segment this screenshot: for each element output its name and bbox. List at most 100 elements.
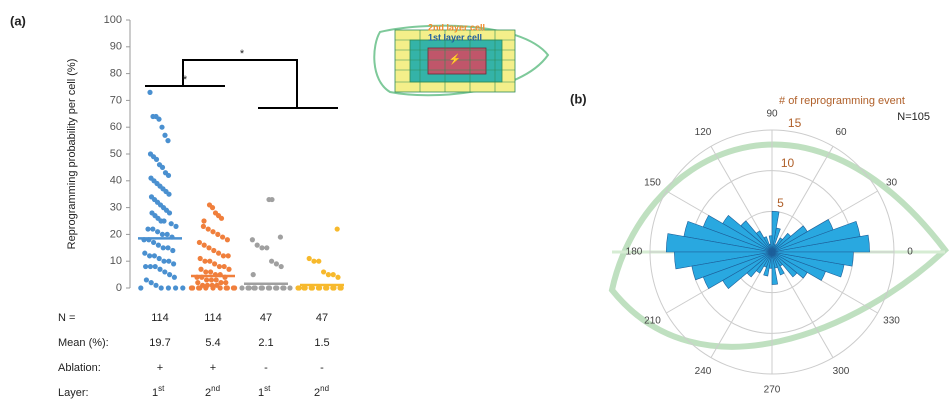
data-point [165, 138, 170, 143]
data-point [180, 285, 185, 290]
angle-label: 90 [766, 109, 778, 120]
data-point [153, 283, 158, 288]
y-tick-label: 60 [110, 121, 122, 133]
data-point [171, 261, 176, 266]
table-cell: - [264, 362, 268, 374]
data-point [218, 285, 223, 290]
table-cell: 47 [316, 312, 328, 324]
data-point [138, 285, 143, 290]
angle-label: 0 [907, 247, 913, 258]
data-point [203, 269, 208, 274]
data-point [331, 272, 336, 277]
data-point [169, 221, 174, 226]
table-cell: 114 [151, 312, 169, 324]
data-point [156, 117, 161, 122]
table-cell: 47 [260, 312, 272, 324]
data-point [307, 256, 312, 261]
table-cell: 1st [258, 384, 271, 399]
data-point [326, 272, 331, 277]
table-cell: 2nd [205, 384, 220, 399]
data-point [198, 256, 203, 261]
data-point [232, 285, 237, 290]
chart-title: # of reprogramming event [779, 95, 905, 107]
data-point [155, 229, 160, 234]
row-label: Mean (%): [58, 337, 109, 349]
data-point [159, 125, 164, 130]
data-point [216, 251, 221, 256]
data-point [195, 280, 200, 285]
data-point [142, 251, 147, 256]
data-point [143, 264, 148, 269]
table-cell: 5.4 [205, 337, 220, 349]
table-cell: 2nd [314, 384, 329, 399]
data-point [269, 197, 274, 202]
data-point [170, 248, 175, 253]
data-point [160, 232, 165, 237]
data-point [217, 264, 222, 269]
y-tick-label: 100 [104, 14, 122, 26]
table-cell: 19.7 [149, 337, 170, 349]
y-tick-label: 0 [116, 282, 122, 294]
data-point [166, 173, 171, 178]
data-point [239, 285, 244, 290]
data-point [274, 285, 279, 290]
data-point [267, 285, 272, 290]
data-point [145, 226, 150, 231]
data-point [274, 261, 279, 266]
svg-text:⚡: ⚡ [449, 53, 461, 66]
data-point [147, 253, 152, 258]
data-point [153, 264, 158, 269]
y-tick-label: 10 [110, 255, 122, 267]
data-point [204, 277, 209, 282]
y-tick-label: 40 [110, 175, 122, 187]
data-point [225, 237, 230, 242]
data-point [206, 245, 211, 250]
radial-tick-label: 5 [777, 196, 784, 210]
data-point [281, 285, 286, 290]
data-point [206, 226, 211, 231]
data-point [255, 243, 260, 248]
data-point [209, 277, 214, 282]
data-point [165, 245, 170, 250]
y-tick-label: 30 [110, 202, 122, 214]
y-tick-label: 20 [110, 228, 122, 240]
data-point [311, 259, 316, 264]
data-point [152, 253, 157, 258]
data-point [162, 133, 167, 138]
angle-label: 30 [886, 178, 898, 189]
cell-sup: st [158, 384, 165, 393]
data-point [144, 277, 149, 282]
data-point [212, 261, 217, 266]
y-axis-label: Reprogramming probability per cell (%) [66, 59, 78, 250]
data-point [211, 248, 216, 253]
data-point [160, 165, 165, 170]
y-tick-label: 50 [110, 148, 122, 160]
angle-label: 180 [626, 247, 643, 258]
row-label: Layer: [58, 387, 89, 399]
data-point [260, 285, 265, 290]
data-point [161, 245, 166, 250]
data-point [220, 234, 225, 239]
angle-label: 300 [833, 366, 850, 377]
panel-label: (a) [10, 13, 26, 28]
data-point [210, 205, 215, 210]
data-point [159, 285, 164, 290]
data-point [148, 264, 153, 269]
data-point [151, 240, 156, 245]
inset-label: 2nd layer cell [428, 22, 485, 32]
data-point [316, 259, 321, 264]
data-point [215, 232, 220, 237]
brackets [145, 60, 338, 108]
data-point [279, 264, 284, 269]
inset-label: 1st layer cell [428, 32, 482, 42]
data-point [335, 226, 340, 231]
y-tick-label: 80 [110, 68, 122, 80]
data-point [221, 253, 226, 258]
angle-label: 330 [883, 316, 900, 327]
data-point [161, 259, 166, 264]
data-point [247, 285, 252, 290]
panel-label: (b) [570, 91, 587, 106]
data-point [161, 218, 166, 223]
data-point [154, 157, 159, 162]
data-point [250, 237, 255, 242]
